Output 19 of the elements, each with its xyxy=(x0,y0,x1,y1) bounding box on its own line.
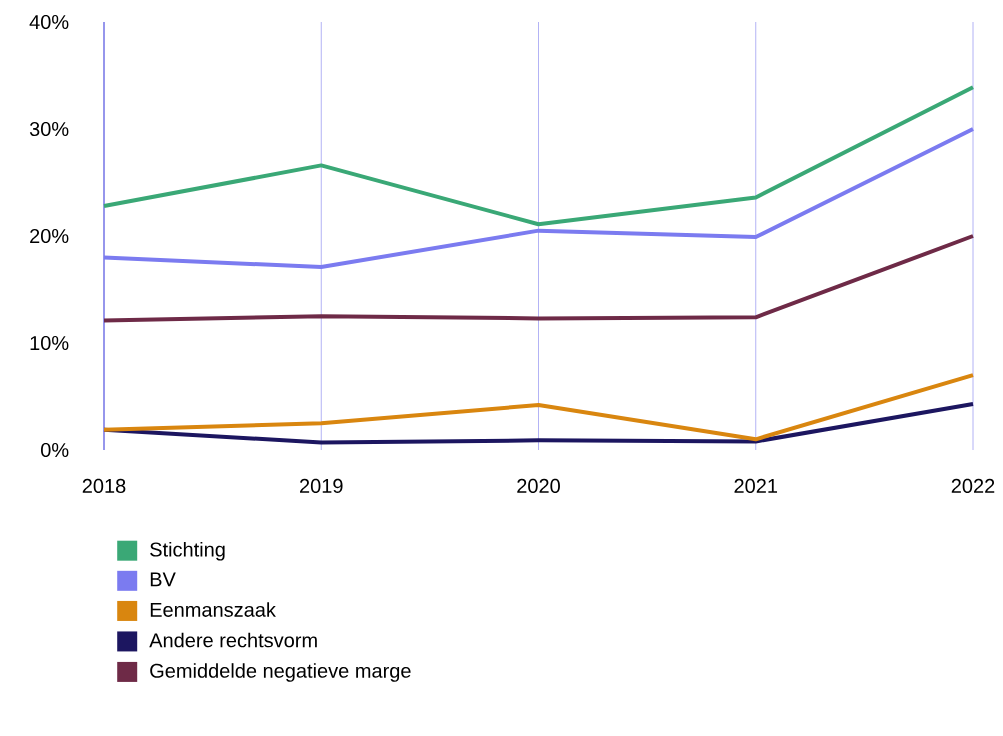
legend-label: Stichting xyxy=(150,541,225,561)
x-tick-label: 2022 xyxy=(951,478,995,494)
y-tick-label: 40% xyxy=(29,14,69,30)
x-tick-label: 2019 xyxy=(300,478,343,494)
legend-label: Gemiddelde negatieve marge xyxy=(150,663,411,682)
x-tick-label: 2018 xyxy=(82,478,126,494)
line-series xyxy=(102,85,976,227)
y-tick-label: 30% xyxy=(29,121,69,137)
legend-label: Eenmanszaak xyxy=(150,602,276,617)
y-tick-label: 0% xyxy=(41,442,69,458)
y-tick-label: 20% xyxy=(30,228,69,244)
y-tick-label: 10% xyxy=(30,335,69,351)
line-series xyxy=(102,234,976,323)
x-tick-label: 2020 xyxy=(517,478,560,494)
legend-label: BV xyxy=(150,572,176,587)
x-tick-label: 2021 xyxy=(734,478,778,494)
line-series xyxy=(102,373,976,442)
legend-label: Andere rechtsvorm xyxy=(149,632,317,648)
line-series xyxy=(102,127,976,270)
